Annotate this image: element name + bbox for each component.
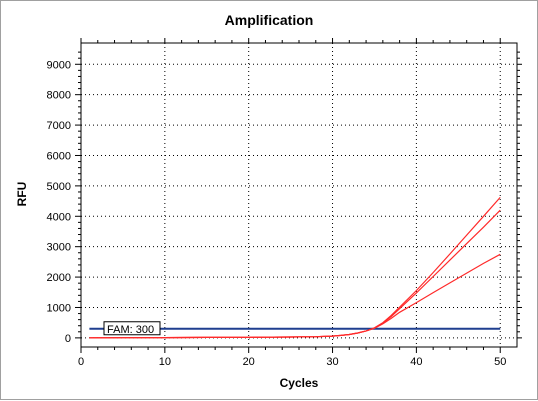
y-tick-label: 4000: [47, 211, 71, 223]
y-tick-label: 6000: [47, 150, 71, 162]
plot-area: [80, 42, 518, 348]
x-tick-label: 30: [326, 356, 338, 368]
y-tick-label: 0: [65, 333, 71, 345]
series-group: [89, 197, 501, 339]
x-tick-label: 50: [494, 356, 506, 368]
y-tick-label: 9000: [47, 59, 71, 71]
x-tick-label: 10: [159, 356, 171, 368]
ticks: 0 10 20 30 40 50 0 1000 2000 3000 4000 5000 6000 7000…: [47, 38, 522, 368]
threshold-label: FAM: 300: [107, 324, 154, 336]
x-tick-label: 40: [410, 356, 422, 368]
y-tick-label: 1000: [47, 302, 71, 314]
grid: [80, 43, 517, 347]
series-line-3: [89, 253, 501, 339]
y-tick-label: 2000: [47, 272, 71, 284]
x-axis-label: Cycles: [280, 376, 319, 390]
y-tick-label: 5000: [47, 181, 71, 193]
series-line-1: [89, 209, 501, 339]
threshold: FAM: 300: [89, 321, 501, 336]
threshold-label-box: [103, 321, 161, 336]
y-tick-label: 7000: [47, 120, 71, 132]
x-tick-label: 0: [78, 356, 84, 368]
chart-title: Amplification: [225, 12, 314, 28]
y-axis-label: RFU: [15, 182, 29, 207]
y-tick-label: 8000: [47, 90, 71, 102]
series-line-2: [89, 197, 501, 339]
y-tick-label: 3000: [47, 242, 71, 254]
x-tick-label: 20: [243, 356, 255, 368]
